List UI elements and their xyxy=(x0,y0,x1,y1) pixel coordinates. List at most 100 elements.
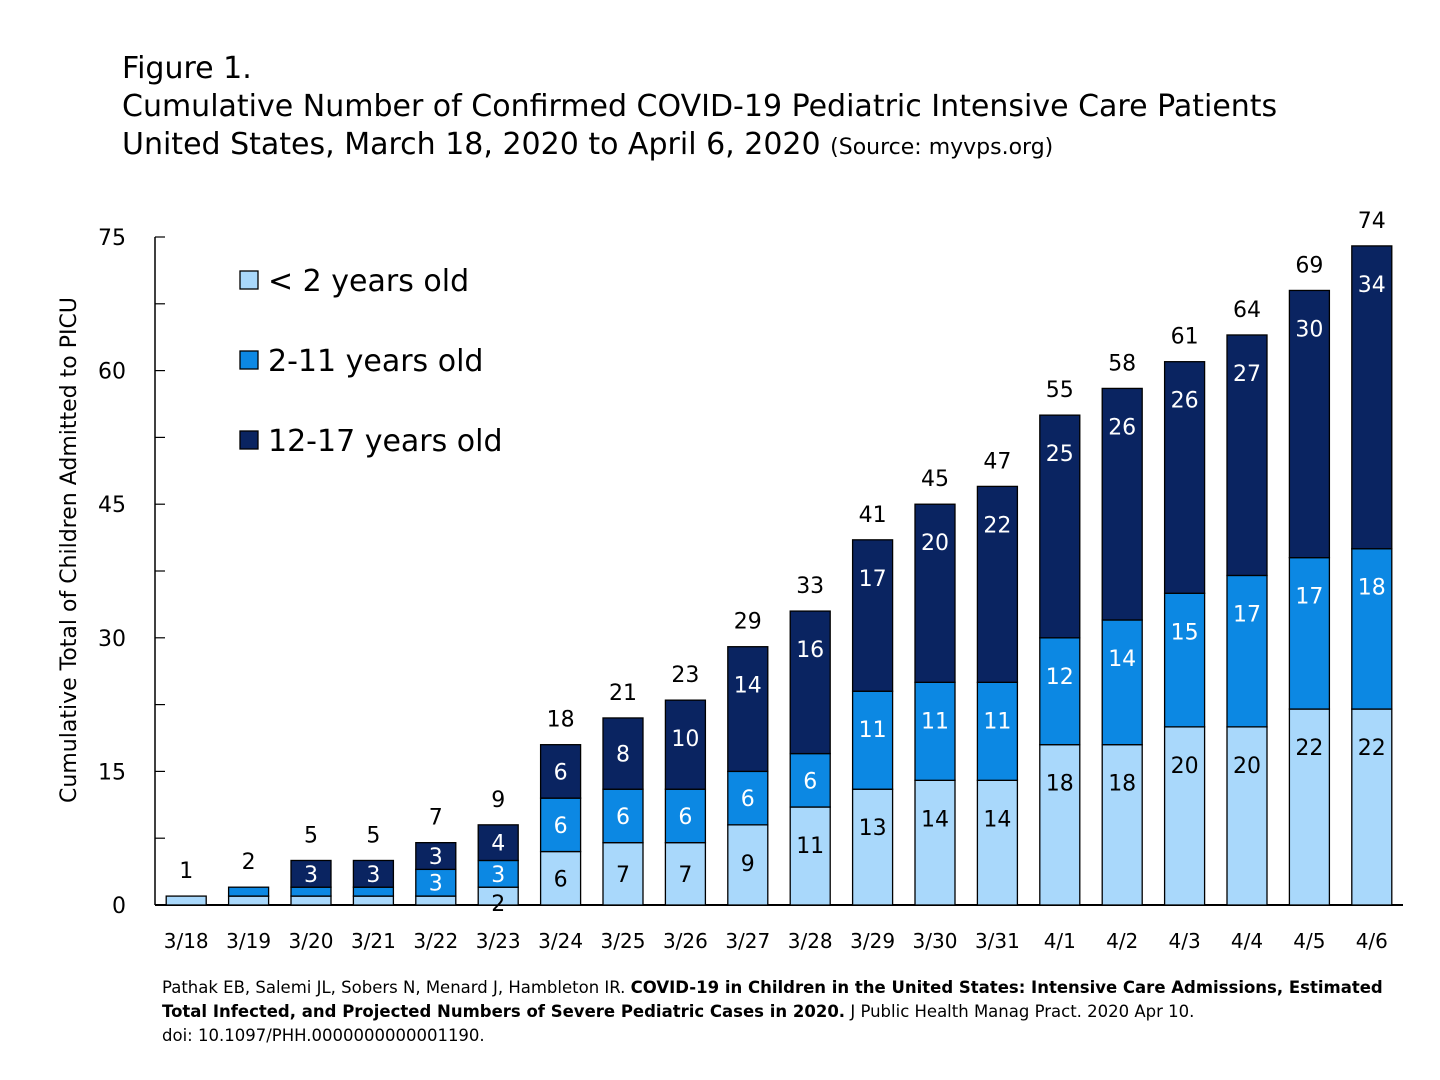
x-tick-label: 4/4 xyxy=(1231,929,1263,953)
chart-title: Cumulative Number of Confirmed COVID-19 … xyxy=(122,89,1278,124)
y-tick-label: 30 xyxy=(98,627,126,652)
x-tick-label: 4/6 xyxy=(1356,929,1388,953)
bar-total-label: 18 xyxy=(547,708,575,733)
bar-segment xyxy=(1351,708,1393,906)
x-tick-label: 3/23 xyxy=(476,929,521,953)
bar-segment-label: 14 xyxy=(983,807,1011,832)
x-tick-label: 3/19 xyxy=(226,929,271,953)
bar-segment-label: 18 xyxy=(1108,772,1136,797)
bar-segment-label: 10 xyxy=(671,727,699,752)
bar-total-label: 61 xyxy=(1171,325,1199,350)
bar-segment xyxy=(789,752,831,808)
bar-segment-label: 3 xyxy=(429,845,443,870)
bar-segment-label: 6 xyxy=(554,760,568,785)
bar-segment xyxy=(976,779,1019,906)
legend-label: < 2 years old xyxy=(268,264,469,299)
bar-segment-label: 16 xyxy=(796,638,824,663)
bar-segment-label: 3 xyxy=(429,872,443,897)
bar-segment-label: 8 xyxy=(616,743,630,768)
bar-segment xyxy=(914,503,956,683)
bar-segment xyxy=(539,797,582,853)
bar-segment xyxy=(851,539,894,692)
citation-doi: doi: 10.1097/PHH.0000000000001190. xyxy=(162,1026,485,1045)
x-tick-label: 3/18 xyxy=(164,929,209,953)
bar-segment-label: 15 xyxy=(1171,620,1199,645)
bar-segment xyxy=(352,895,395,906)
x-tick-label: 3/20 xyxy=(289,929,334,953)
bar-segment xyxy=(1288,708,1331,906)
y-tick-label: 0 xyxy=(112,894,126,919)
bar-segment-label: 26 xyxy=(1108,415,1136,440)
bar-segment xyxy=(789,806,831,906)
y-tick-label: 15 xyxy=(98,760,126,785)
bar-segment xyxy=(1101,387,1143,621)
bar-segment xyxy=(1226,726,1268,906)
bar-segment-label: 13 xyxy=(859,816,887,841)
bar-segment xyxy=(352,859,395,888)
bar-total-label: 55 xyxy=(1046,378,1074,403)
bar-segment xyxy=(1039,744,1081,906)
bar-total-label: 47 xyxy=(983,449,1011,474)
bar-segment xyxy=(290,859,332,888)
x-tick-label: 4/3 xyxy=(1169,929,1201,953)
x-tick-label: 3/21 xyxy=(351,929,396,953)
bar-total-label: 69 xyxy=(1295,253,1323,278)
x-tick-label: 3/26 xyxy=(663,929,708,953)
bar-segment xyxy=(477,859,519,888)
bar-segment-label: 11 xyxy=(983,709,1011,734)
x-tick-label: 3/31 xyxy=(975,929,1020,953)
x-tick-label: 3/27 xyxy=(725,929,770,953)
legend-swatch xyxy=(239,430,259,450)
x-tick-label: 3/28 xyxy=(788,929,833,953)
bar-total-label: 64 xyxy=(1233,298,1261,323)
bar-total-label: 41 xyxy=(859,503,887,528)
bar-segment-label: 20 xyxy=(921,531,949,556)
bar-segment-label: 3 xyxy=(491,863,505,888)
bar-total-label: 7 xyxy=(429,806,443,831)
bar-segment-label: 25 xyxy=(1046,442,1074,467)
bar-segment xyxy=(914,779,956,906)
x-tick-label: 3/30 xyxy=(913,929,958,953)
citation: Pathak EB, Salemi JL, Sobers N, Menard J… xyxy=(162,976,1402,1048)
citation-article-title: COVID-19 in Children in the United State… xyxy=(162,978,1383,1021)
bar-segment xyxy=(1163,726,1206,906)
bar-segment-label: 11 xyxy=(796,834,824,859)
bar-segment-label: 20 xyxy=(1171,754,1199,779)
bar-segment-label: 22 xyxy=(1358,736,1386,761)
bar-segment xyxy=(165,895,207,906)
bar-segment-label: 17 xyxy=(1233,602,1261,627)
bar-segment xyxy=(290,886,332,897)
bar-total-label: 5 xyxy=(366,823,380,848)
bar-segment xyxy=(1039,414,1081,639)
bar-segment xyxy=(1163,361,1206,594)
bar-segment-label: 6 xyxy=(554,814,568,839)
bar-segment xyxy=(352,886,395,897)
x-tick-label: 3/29 xyxy=(850,929,895,953)
citation-journal: J Public Health Manag Pract. 2020 Apr 10… xyxy=(850,1002,1195,1021)
bar-segment-label: 7 xyxy=(678,863,692,888)
citation-authors: Pathak EB, Salemi JL, Sobers N, Menard J… xyxy=(162,978,626,997)
bar-segment xyxy=(415,895,457,906)
bar-segment-label: 6 xyxy=(678,805,692,830)
bar-segment xyxy=(477,824,519,862)
bar-segment-label: 34 xyxy=(1358,273,1386,298)
bar-segment xyxy=(1351,548,1393,710)
x-tick-label: 4/5 xyxy=(1293,929,1325,953)
x-tick-label: 3/22 xyxy=(413,929,458,953)
y-axis-title: Cumulative Total of Children Admitted to… xyxy=(57,297,82,803)
x-tick-label: 3/25 xyxy=(601,929,646,953)
legend-swatch xyxy=(239,350,259,370)
figure-label: Figure 1. xyxy=(122,51,252,86)
bar-segment xyxy=(851,788,894,906)
bar-segment xyxy=(727,646,769,773)
bar-segment xyxy=(1101,619,1143,746)
bar-segment xyxy=(602,842,644,906)
bar-segment-label: 30 xyxy=(1295,317,1323,342)
y-tick-label: 60 xyxy=(98,360,126,385)
x-tick-label: 4/2 xyxy=(1106,929,1138,953)
bar-segment xyxy=(602,788,644,844)
y-tick-label: 75 xyxy=(98,226,126,251)
bar-segment xyxy=(664,842,707,906)
bar-segment-label: 22 xyxy=(983,513,1011,538)
